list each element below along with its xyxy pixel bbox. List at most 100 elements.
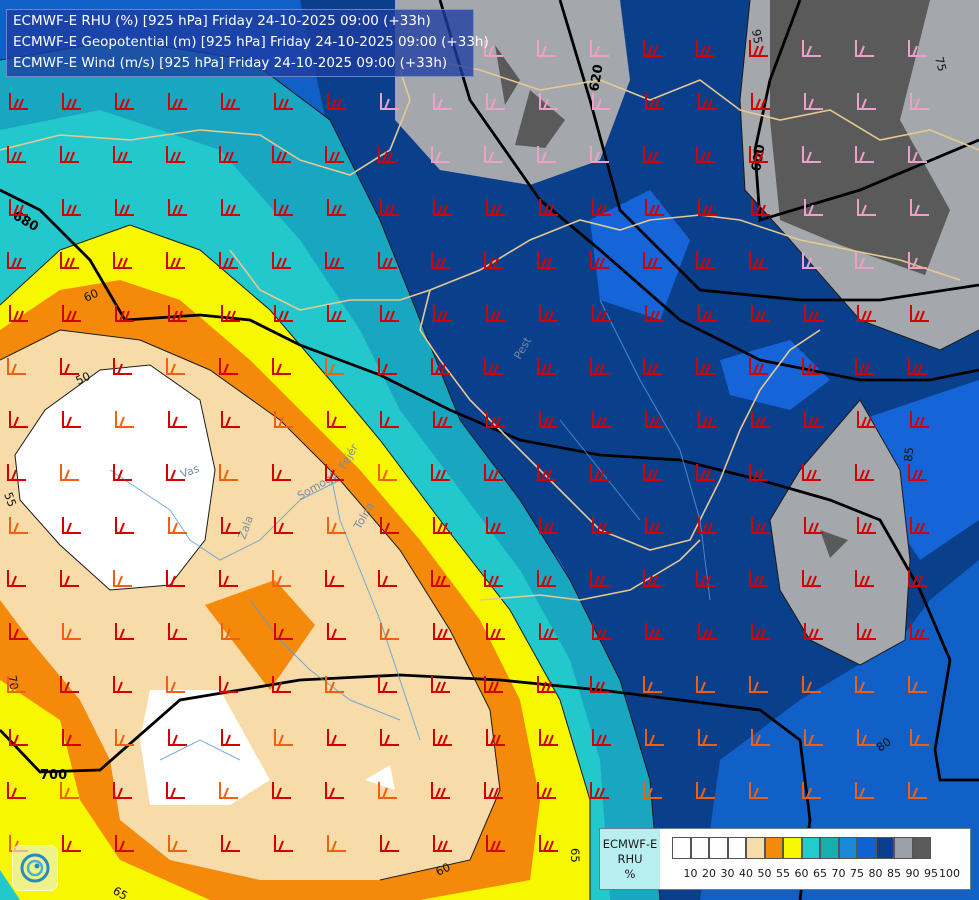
wind-barb-icon bbox=[643, 146, 662, 163]
wind-barb-icon bbox=[378, 676, 397, 693]
wind-barb-icon bbox=[645, 623, 664, 640]
wind-barb-icon bbox=[433, 93, 452, 110]
wind-barb-icon bbox=[219, 464, 238, 481]
rhu-60-patch bbox=[205, 580, 315, 690]
wind-barb-icon bbox=[166, 146, 185, 163]
wind-barb-icon bbox=[221, 411, 240, 428]
wind-barb-icon bbox=[910, 199, 929, 216]
wind-barb-icon bbox=[7, 570, 26, 587]
wind-barb-icon bbox=[274, 517, 293, 534]
wind-barb-icon bbox=[590, 464, 609, 481]
wind-barb-icon bbox=[857, 199, 876, 216]
wind-barb-icon bbox=[115, 517, 134, 534]
wind-barb-icon bbox=[857, 729, 876, 746]
wind-barb-icon bbox=[219, 570, 238, 587]
wind-barb-icon bbox=[433, 411, 452, 428]
wind-barb-icon bbox=[484, 146, 503, 163]
rhu-label-80: 80 bbox=[874, 735, 894, 755]
wind-barb-icon bbox=[749, 40, 768, 57]
wind-barb-icon bbox=[274, 623, 293, 640]
wind-barb-icon bbox=[115, 199, 134, 216]
wind-barb-icon bbox=[325, 146, 344, 163]
geo-label-600: 600 bbox=[749, 143, 768, 172]
rhu-85-patch-2 bbox=[720, 340, 830, 410]
wind-barb-icon bbox=[855, 358, 874, 375]
wind-barb-icon bbox=[751, 93, 770, 110]
wind-barb-icon bbox=[908, 358, 927, 375]
wind-barb-icon bbox=[380, 93, 399, 110]
wind-barb-icon bbox=[166, 676, 185, 693]
wind-barb-icon bbox=[378, 464, 397, 481]
wind-barb-icon bbox=[537, 570, 556, 587]
wind-barb-icon bbox=[378, 146, 397, 163]
wind-barb-icon bbox=[274, 729, 293, 746]
wind-barb-icon bbox=[327, 729, 346, 746]
wind-barb-icon bbox=[804, 623, 823, 640]
rhu-50-south bbox=[140, 690, 270, 805]
wind-barb-icon bbox=[274, 835, 293, 852]
wind-barb-icon bbox=[327, 517, 346, 534]
wind-barb-icon bbox=[433, 729, 452, 746]
legend-tick-label: 40 bbox=[739, 867, 753, 880]
wind-barb-icon bbox=[327, 623, 346, 640]
wind-barb-icon bbox=[855, 252, 874, 269]
wind-barb-icon bbox=[645, 305, 664, 322]
wind-barb-icon bbox=[380, 729, 399, 746]
wind-barb-icon bbox=[7, 464, 26, 481]
wind-barb-icon bbox=[484, 570, 503, 587]
wind-barb-icon bbox=[749, 146, 768, 163]
rhu-label-60-south: 60 bbox=[433, 860, 452, 879]
wind-barb-icon bbox=[539, 835, 558, 852]
wind-barb-icon bbox=[486, 835, 505, 852]
wind-barb-icon bbox=[221, 199, 240, 216]
legend-tick-label: 10 bbox=[683, 867, 698, 880]
wind-barb-icon bbox=[486, 729, 505, 746]
ecmwf-logo-icon bbox=[12, 845, 58, 891]
wind-barb-icon bbox=[910, 93, 929, 110]
wind-barb-icon bbox=[433, 199, 452, 216]
wind-barb-icon bbox=[221, 729, 240, 746]
legend-swatch bbox=[894, 837, 913, 859]
wind-barb-icon bbox=[804, 411, 823, 428]
wind-barb-icon bbox=[7, 252, 26, 269]
wind-barb-icon bbox=[327, 199, 346, 216]
wind-barb-icon bbox=[221, 517, 240, 534]
wind-barb-icon bbox=[537, 146, 556, 163]
wind-barb-icon bbox=[113, 252, 132, 269]
wind-barb-icon bbox=[7, 782, 26, 799]
wind-barb-icon bbox=[115, 729, 134, 746]
wind-barb-icon bbox=[908, 464, 927, 481]
wind-barb-icon bbox=[696, 570, 715, 587]
wind-barb-icon bbox=[749, 570, 768, 587]
wind-barb-icon bbox=[910, 517, 929, 534]
wind-barb-icon bbox=[380, 835, 399, 852]
wind-barb-icon bbox=[857, 517, 876, 534]
rhu-label-65: 65 bbox=[568, 848, 582, 863]
legend-tick-label: 75 bbox=[850, 867, 864, 880]
wind-barb-icon bbox=[802, 782, 821, 799]
wind-barb-icon bbox=[272, 570, 291, 587]
wind-barb-icon bbox=[802, 676, 821, 693]
wind-barb-icon bbox=[643, 570, 662, 587]
wind-barb-icon bbox=[60, 252, 79, 269]
wind-barb-icon bbox=[221, 623, 240, 640]
wind-barb-icon bbox=[537, 676, 556, 693]
title-rhu: ECMWF-E RHU (%) [925 hPa] Friday 24-10-2… bbox=[13, 13, 431, 29]
wind-barb-icon bbox=[325, 252, 344, 269]
wind-barb-icon bbox=[166, 464, 185, 481]
legend-swatch bbox=[857, 837, 876, 859]
rhu-85-east bbox=[860, 380, 979, 560]
legend-tick-label: 90 bbox=[905, 867, 920, 880]
wind-barb-icon bbox=[486, 411, 505, 428]
wind-barb-icon bbox=[590, 146, 609, 163]
rhu-100-north bbox=[495, 45, 565, 148]
wind-barb-icon bbox=[486, 305, 505, 322]
wind-barb-icon bbox=[696, 252, 715, 269]
wind-barb-icon bbox=[486, 517, 505, 534]
wind-barb-icon bbox=[857, 411, 876, 428]
wind-barb-icon bbox=[484, 782, 503, 799]
wind-barb-icon bbox=[590, 358, 609, 375]
wind-barb-icon bbox=[908, 676, 927, 693]
